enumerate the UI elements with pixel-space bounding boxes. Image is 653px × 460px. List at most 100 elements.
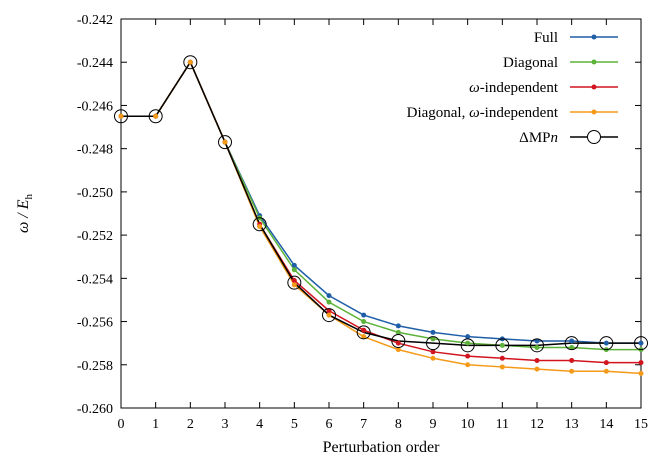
data-point-3 bbox=[499, 364, 505, 370]
x-tick-label: 15 bbox=[634, 417, 648, 432]
data-point-2 bbox=[603, 360, 609, 366]
legend-label-4: ΔMPn bbox=[519, 130, 558, 146]
y-axis-title-main: E bbox=[15, 199, 32, 210]
data-point-0 bbox=[291, 262, 297, 268]
data-point-3 bbox=[465, 362, 471, 368]
data-point-1 bbox=[534, 344, 540, 350]
legend-label-0: Full bbox=[534, 30, 558, 46]
data-point-1 bbox=[361, 319, 367, 325]
x-tick-label: 4 bbox=[256, 417, 263, 432]
y-tick-label: -0.246 bbox=[77, 99, 113, 114]
data-point-1 bbox=[430, 336, 436, 342]
x-tick-label: 13 bbox=[565, 417, 579, 432]
x-tick-label: 5 bbox=[291, 417, 298, 432]
legend-label-2: ω-independent bbox=[469, 80, 559, 96]
data-point-3 bbox=[222, 139, 228, 145]
data-point-3 bbox=[395, 347, 401, 353]
x-tick-label: 9 bbox=[430, 417, 437, 432]
data-point-1 bbox=[465, 340, 471, 346]
data-point-1 bbox=[291, 267, 297, 273]
data-point-2 bbox=[534, 357, 540, 363]
series-line-1 bbox=[121, 60, 641, 351]
x-tick-label: 14 bbox=[599, 417, 613, 432]
data-point-0 bbox=[361, 312, 367, 318]
x-tick-label: 10 bbox=[461, 417, 475, 432]
data-point-3 bbox=[291, 282, 297, 288]
y-tick-label: -0.248 bbox=[77, 143, 113, 158]
data-point-1 bbox=[569, 344, 575, 350]
x-tick-label: 2 bbox=[187, 417, 194, 432]
data-point-3 bbox=[118, 113, 124, 119]
data-point-1 bbox=[395, 329, 401, 335]
data-point-0 bbox=[465, 334, 471, 340]
legend-marker-3 bbox=[591, 109, 597, 115]
data-point-0 bbox=[569, 338, 575, 344]
data-point-2 bbox=[361, 327, 367, 333]
data-point-3 bbox=[326, 312, 332, 318]
y-tick-label: -0.260 bbox=[77, 402, 113, 417]
data-point-2 bbox=[430, 349, 436, 355]
data-point-4 bbox=[114, 109, 128, 124]
data-point-0 bbox=[430, 329, 436, 335]
series-markers bbox=[114, 55, 648, 376]
data-point-0 bbox=[534, 338, 540, 344]
data-point-3 bbox=[569, 368, 575, 374]
x-tick-label: 12 bbox=[530, 417, 544, 432]
legend-marker-0 bbox=[591, 34, 597, 40]
x-tick-label: 3 bbox=[222, 417, 229, 432]
data-point-4 bbox=[530, 338, 544, 353]
y-tick-label: -0.244 bbox=[77, 56, 113, 71]
series-line-4 bbox=[121, 60, 641, 347]
data-point-0 bbox=[395, 323, 401, 329]
data-point-1 bbox=[499, 342, 505, 348]
data-point-3 bbox=[257, 223, 263, 229]
data-point-4 bbox=[564, 336, 579, 351]
plot-frame bbox=[120, 18, 642, 409]
x-axis-title: Perturbation order bbox=[323, 439, 441, 456]
x-tick-label: 6 bbox=[326, 417, 333, 432]
y-tick-label: -0.252 bbox=[77, 229, 113, 244]
series-line-2 bbox=[121, 60, 641, 364]
legend-marker-2 bbox=[591, 84, 597, 90]
data-point-4 bbox=[634, 336, 648, 351]
data-point-4 bbox=[599, 336, 614, 351]
data-point-2 bbox=[291, 277, 297, 283]
y-tick-label: -0.250 bbox=[77, 186, 113, 201]
data-point-3 bbox=[638, 370, 644, 376]
data-point-4 bbox=[287, 275, 302, 290]
data-point-4 bbox=[391, 334, 406, 349]
x-tick-label: 1 bbox=[152, 417, 159, 432]
data-point-2 bbox=[569, 357, 575, 363]
data-point-3 bbox=[361, 334, 367, 340]
y-tick-label: -0.258 bbox=[77, 359, 113, 374]
y-axis-title-subscript: h bbox=[23, 193, 35, 199]
data-point-4 bbox=[426, 336, 440, 351]
legend-label-3: Diagonal, ω-independent bbox=[407, 105, 559, 121]
y-tick-label: -0.254 bbox=[77, 272, 113, 287]
data-point-4 bbox=[148, 109, 163, 124]
data-point-3 bbox=[603, 368, 609, 374]
data-point-4 bbox=[356, 325, 371, 340]
data-point-4 bbox=[218, 135, 232, 150]
data-point-1 bbox=[326, 299, 332, 305]
data-point-4 bbox=[460, 338, 475, 353]
data-point-2 bbox=[395, 340, 401, 346]
series-line-0 bbox=[121, 60, 641, 344]
x-tick-label: 7 bbox=[360, 417, 367, 432]
data-point-3 bbox=[187, 59, 193, 65]
x-tick-label: 0 bbox=[118, 417, 125, 432]
data-point-0 bbox=[326, 293, 332, 299]
y-tick-label: -0.256 bbox=[77, 316, 113, 331]
x-tick-label: 11 bbox=[496, 417, 509, 432]
data-point-4 bbox=[183, 55, 198, 70]
data-point-2 bbox=[326, 308, 332, 314]
data-point-4 bbox=[495, 338, 510, 353]
legend-marker-1 bbox=[591, 59, 597, 65]
y-axis-title-prefix: ω / bbox=[15, 209, 32, 233]
data-point-3 bbox=[153, 113, 159, 119]
data-point-4 bbox=[252, 217, 267, 232]
data-point-4 bbox=[322, 308, 336, 323]
y-axis-title: ω / Eh bbox=[15, 193, 35, 233]
data-point-2 bbox=[499, 355, 505, 361]
